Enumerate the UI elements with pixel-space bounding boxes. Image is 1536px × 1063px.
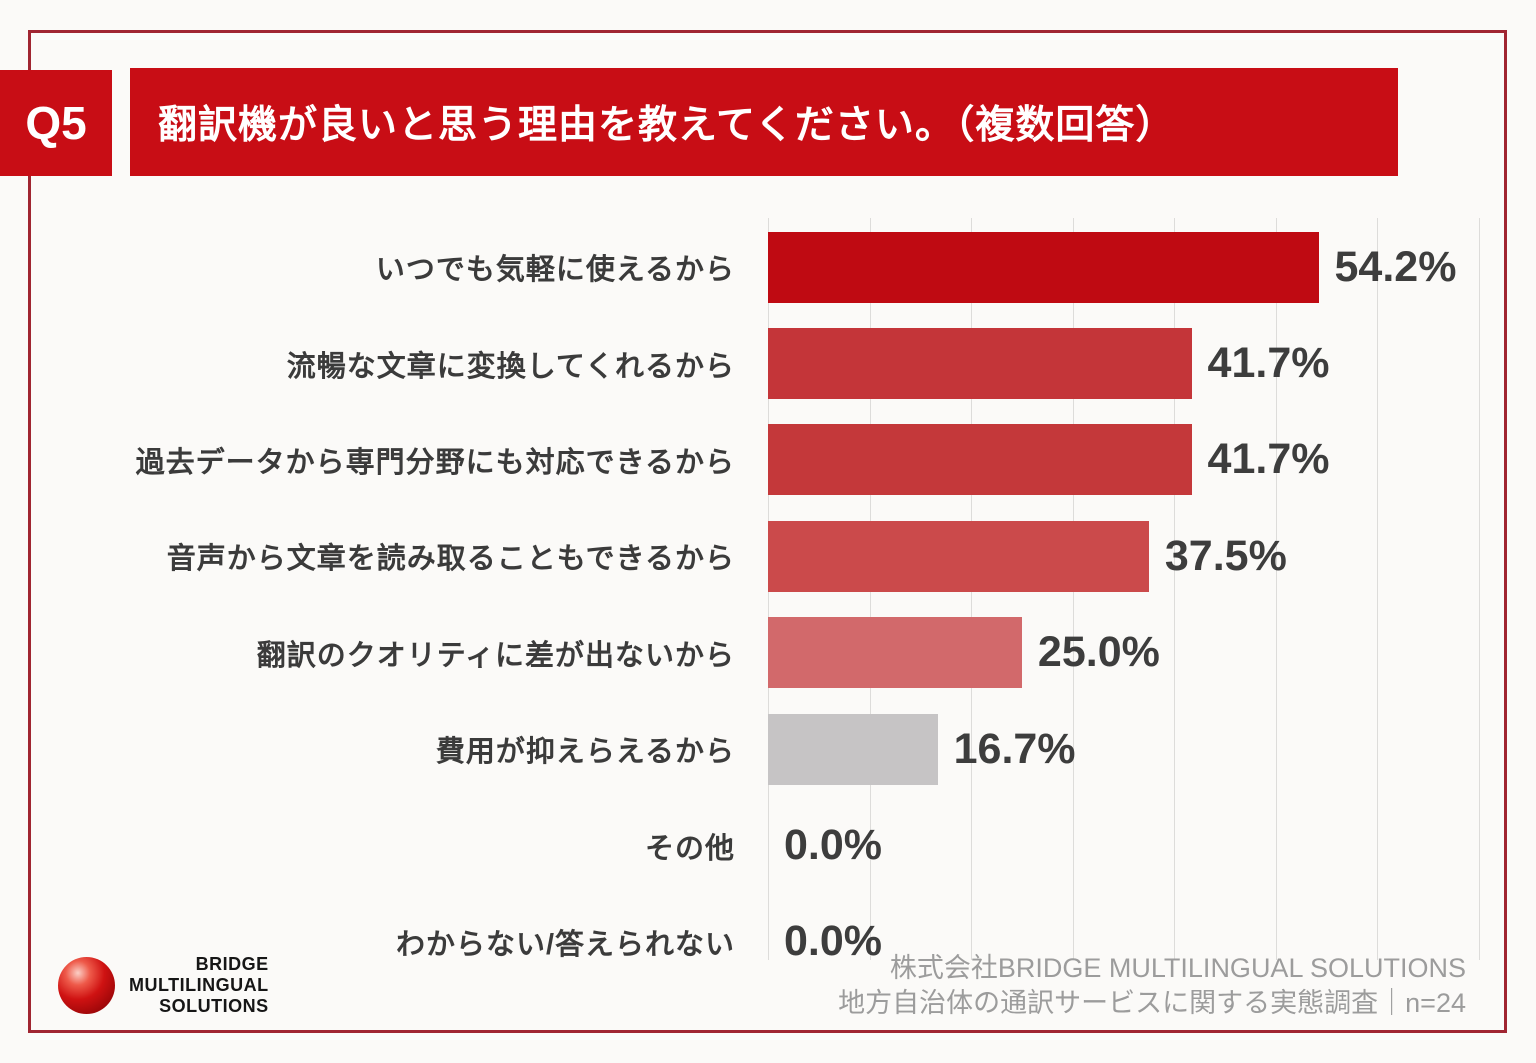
value-label: 41.7% [1207,435,1330,484]
value-label: 16.7% [953,724,1076,773]
question-number-badge: Q5 [0,70,112,176]
gridline [1479,218,1480,960]
bar [768,328,1192,400]
footer-company: 株式会社BRIDGE MULTILINGUAL SOLUTIONS [889,953,1466,983]
slide-border [28,30,1507,1033]
question-number: Q5 [25,97,87,149]
bar-zone: 54.2% [735,219,1536,315]
value-label: 0.0% [784,821,883,870]
bar-zone: 0.0% [735,894,1536,990]
chart-row: 過去データから専門分野にも対応できるから 41.7% [0,412,1536,508]
gridline [1275,218,1277,960]
category-label: 費用が抑えらえるから [435,736,735,769]
category-label: 音声から文章を読み取ることもできるから [166,543,735,576]
title-bar: 翻訳機が良いと思う理由を教えてください。（複数回答） [130,68,1398,176]
gridline [1174,218,1176,960]
logo-text: BRIDGE MULTILINGUAL SOLUTIONS [129,954,269,1017]
footer-survey: 地方自治体の通訳サービスに関する実態調査｜n=24 [838,988,1466,1018]
chart-row: 流暢な文章に変換してくれるから 41.7% [0,315,1536,411]
footer-note: 株式会社BRIDGE MULTILINGUAL SOLUTIONS 地方自治体の… [838,951,1466,1021]
value-label: 37.5% [1164,531,1287,580]
page-title: 翻訳機が良いと思う理由を教えてください。（複数回答） [158,104,1176,147]
category-label: 流暢な文章に変換してくれるから [286,350,735,383]
value-label: 0.0% [784,917,883,966]
logo-line3: SOLUTIONS [159,996,269,1016]
chart-row: わからない/答えられない 0.0% [0,894,1536,990]
category-label: その他 [644,832,735,865]
bar-chart: いつでも気軽に使えるから 54.2% 流暢な文章に変換してくれるから 41.7%… [0,219,1536,990]
bar [768,520,1149,592]
chart-row: 音声から文章を読み取ることもできるから 37.5% [0,508,1536,604]
category-label: 過去データから専門分野にも対応できるから [135,446,735,479]
value-label: 25.0% [1037,628,1160,677]
logo-line2: MULTILINGUAL [129,975,269,995]
chart-row: その他 0.0% [0,797,1536,893]
chart-row: いつでも気軽に使えるから 54.2% [0,219,1536,315]
gridline [1377,218,1379,960]
logo-sphere-icon [58,957,115,1014]
bar [768,713,938,785]
category-label: いつでも気軽に使えるから [375,254,735,287]
bar-zone: 25.0% [735,605,1536,701]
bar-zone: 0.0% [735,797,1536,893]
value-label: 54.2% [1334,242,1457,291]
bar-zone: 16.7% [735,701,1536,797]
company-logo: BRIDGE MULTILINGUAL SOLUTIONS [58,954,269,1017]
value-label: 41.7% [1207,339,1330,388]
bar-zone: 37.5% [735,508,1536,604]
chart-row: 翻訳のクオリティに差が出ないから 25.0% [0,605,1536,701]
bar [768,231,1319,303]
bar [768,424,1192,496]
logo-line1: BRIDGE [195,954,269,974]
category-label: 翻訳のクオリティに差が出ないから [256,639,735,672]
chart-row: 費用が抑えらえるから 16.7% [0,701,1536,797]
bar-zone: 41.7% [735,315,1536,411]
bar [768,617,1022,689]
bar-zone: 41.7% [735,412,1536,508]
category-label: わからない/答えられない [395,928,735,961]
